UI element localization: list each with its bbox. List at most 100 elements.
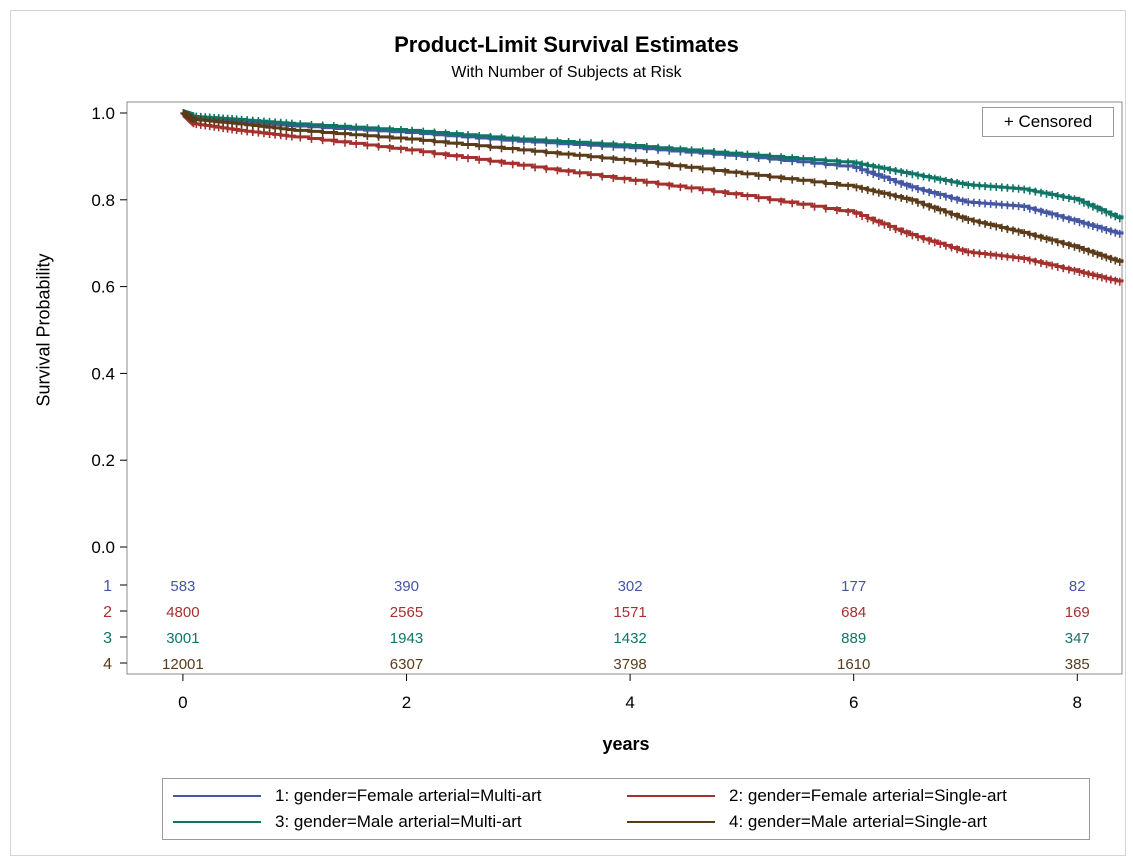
censor-mark xyxy=(1112,228,1119,237)
censor-mark xyxy=(959,247,966,256)
censor-mark xyxy=(937,240,944,249)
censor-mark xyxy=(744,170,751,179)
censor-mark xyxy=(1089,222,1096,231)
at-risk-value: 1943 xyxy=(390,630,423,647)
censor-mark xyxy=(722,167,729,176)
censor-mark xyxy=(965,215,972,224)
censor-mark xyxy=(789,175,796,184)
legend-label-4: 4: gender=Male arterial=Single-art xyxy=(729,812,987,831)
censor-mark xyxy=(543,136,550,145)
at-risk-row-label-4: 4 xyxy=(103,656,112,673)
censor-mark xyxy=(976,218,983,227)
censor-mark xyxy=(599,154,606,163)
censor-mark xyxy=(375,142,382,151)
censor-mark xyxy=(1094,272,1101,281)
censor-mark xyxy=(914,185,921,194)
censor-mark xyxy=(954,195,961,204)
censor-mark xyxy=(487,132,494,141)
censor-mark xyxy=(397,134,404,143)
censor-mark xyxy=(1098,206,1105,215)
legend-item-2: 2: gender=Female arterial=Single-art xyxy=(627,786,1007,806)
censor-mark xyxy=(959,197,966,206)
censor-mark xyxy=(599,139,606,148)
censor-mark xyxy=(845,158,852,167)
censor-mark xyxy=(881,173,888,182)
censor-mark xyxy=(1060,239,1067,248)
censor-mark xyxy=(610,140,617,149)
censor-mark xyxy=(1112,212,1119,221)
censor-mark xyxy=(875,172,882,181)
y-tick-label: 0.4 xyxy=(91,364,115,383)
censor-mark xyxy=(859,212,866,221)
censor-mark xyxy=(822,156,829,165)
censor-mark xyxy=(870,162,877,171)
censor-mark xyxy=(800,155,807,164)
censor-mark xyxy=(778,153,785,162)
censor-mark xyxy=(811,155,818,164)
censor-mark xyxy=(937,175,944,184)
censor-mark xyxy=(811,178,818,187)
censor-mark xyxy=(1015,227,1022,236)
censor-mark xyxy=(853,183,860,192)
censor-mark xyxy=(498,158,505,167)
censor-mark xyxy=(1080,269,1087,278)
censor-mark xyxy=(255,122,262,131)
censor-mark xyxy=(1076,218,1083,227)
censor-mark xyxy=(364,124,371,133)
y-tick-label: 0.8 xyxy=(91,191,115,210)
censor-mark xyxy=(998,200,1005,209)
censor-mark xyxy=(859,160,866,169)
censor-mark xyxy=(982,250,989,259)
x-axis-label: years xyxy=(602,734,650,754)
censor-mark xyxy=(870,216,877,225)
censor-mark xyxy=(1112,256,1119,265)
censor-mark xyxy=(822,179,829,188)
censor-mark xyxy=(903,169,910,178)
censor-mark xyxy=(875,188,882,197)
censor-mark xyxy=(892,225,899,234)
censor-mark xyxy=(308,134,315,143)
censor-mark xyxy=(464,154,471,163)
censor-mark xyxy=(677,183,684,192)
censor-mark xyxy=(998,183,1005,192)
censor-mark xyxy=(532,163,539,172)
censor-mark xyxy=(766,173,773,182)
censor-mark xyxy=(1103,274,1110,283)
censor-mark xyxy=(766,195,773,204)
censor-mark xyxy=(1043,260,1050,269)
censor-mark xyxy=(1089,271,1096,280)
censor-mark xyxy=(1026,230,1033,239)
censor-mark xyxy=(948,210,955,219)
censor-mark xyxy=(1032,257,1039,266)
censor-mark xyxy=(909,183,916,192)
at-risk-value: 6307 xyxy=(390,656,423,673)
censor-mark xyxy=(811,202,818,211)
censor-mark xyxy=(677,145,684,154)
censor-mark xyxy=(1089,202,1096,211)
censor-mark xyxy=(1112,276,1119,285)
censor-mark xyxy=(699,186,706,195)
censor-mark xyxy=(431,149,438,158)
censor-mark xyxy=(710,148,717,157)
at-risk-value: 3798 xyxy=(613,656,646,673)
censor-mark xyxy=(881,164,888,173)
censor-mark xyxy=(364,132,371,141)
censor-mark xyxy=(1054,238,1061,247)
censor-mark xyxy=(375,124,382,133)
censor-mark xyxy=(1043,209,1050,218)
censor-mark xyxy=(998,252,1005,261)
censor-mark xyxy=(1049,210,1056,219)
censor-mark xyxy=(926,236,933,245)
censor-mark xyxy=(931,204,938,213)
censor-mark xyxy=(1085,200,1092,209)
at-risk-row-label-3: 3 xyxy=(103,630,112,647)
censor-mark xyxy=(353,123,360,132)
censor-marks-2 xyxy=(180,109,1123,286)
censor-mark xyxy=(587,152,594,161)
censor-mark xyxy=(308,120,315,129)
censor-mark xyxy=(1054,212,1061,221)
at-risk-value: 4800 xyxy=(166,604,199,621)
censor-mark xyxy=(353,131,360,140)
censor-mark xyxy=(920,234,927,243)
censor-mark xyxy=(1043,235,1050,244)
